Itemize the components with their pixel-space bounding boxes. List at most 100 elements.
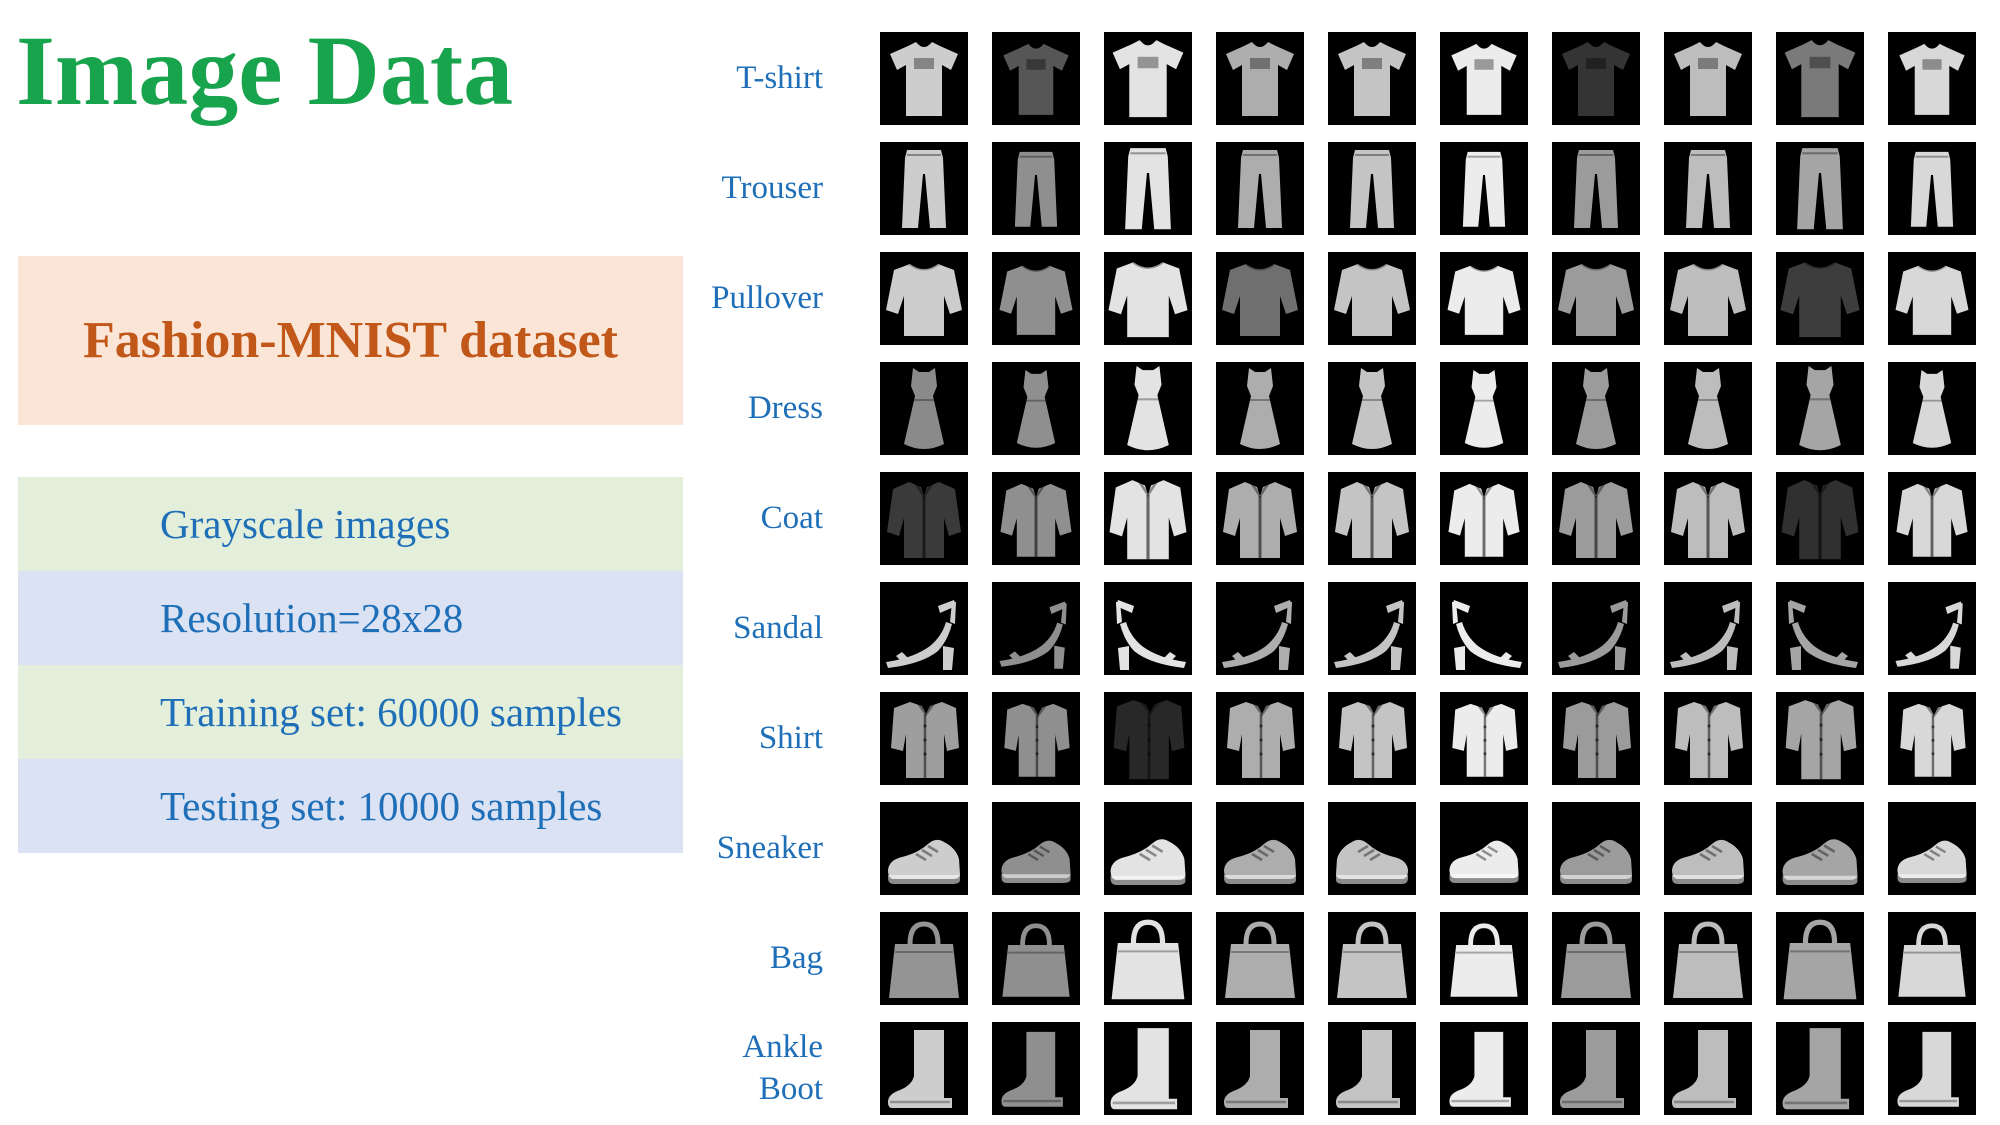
sample-image-bag [992, 912, 1080, 1005]
info-box-grayscale: Grayscale images [18, 477, 683, 571]
sample-image-pullover [1328, 252, 1416, 345]
sample-image-dress [1328, 362, 1416, 455]
sample-image-tshirt [1888, 32, 1976, 125]
sample-image-coat [1440, 472, 1528, 565]
sample-image-coat [1328, 472, 1416, 565]
tiles-bag [880, 912, 1976, 1005]
sample-image-trouser [1216, 142, 1304, 235]
grid-row-ankle-boot: Ankle Boot [0, 1022, 2000, 1115]
row-label-bag: Bag [769, 939, 823, 976]
sample-image-coat [1776, 472, 1864, 565]
sample-image-sneaker [1888, 802, 1976, 895]
sample-image-ankle-boot [992, 1022, 1080, 1115]
sample-image-coat [1664, 472, 1752, 565]
sample-image-pullover [1776, 252, 1864, 345]
sample-image-bag [1328, 912, 1416, 1005]
sample-image-shirt [992, 692, 1080, 785]
info-box-training-set-text: Training set: 60000 samples [160, 689, 623, 735]
sample-image-sandal [880, 582, 968, 675]
sample-image-pullover [992, 252, 1080, 345]
sample-image-tshirt [880, 32, 968, 125]
sample-image-pullover [1888, 252, 1976, 345]
sample-image-pullover [1552, 252, 1640, 345]
grid-row-pullover: Pullover [0, 252, 2000, 345]
sample-image-bag [1664, 912, 1752, 1005]
sample-image-sandal [1552, 582, 1640, 675]
grid-row-dress: Dress [0, 362, 2000, 455]
tiles-dress [880, 362, 1976, 455]
sample-image-bag [1104, 912, 1192, 1005]
sample-image-tshirt [1104, 32, 1192, 125]
row-label-tshirt: T-shirt [736, 59, 823, 96]
sample-image-bag [1888, 912, 1976, 1005]
sample-image-ankle-boot [1440, 1022, 1528, 1115]
sample-image-bag [1776, 912, 1864, 1005]
sample-image-ankle-boot [1888, 1022, 1976, 1115]
dataset-banner-label: Fashion-MNIST dataset [82, 312, 618, 369]
sample-image-dress [1104, 362, 1192, 455]
sample-image-pullover [1664, 252, 1752, 345]
tiles-shirt [880, 692, 1976, 785]
sample-image-bag [1216, 912, 1304, 1005]
sample-image-shirt [1776, 692, 1864, 785]
sample-image-trouser [1328, 142, 1416, 235]
tiles-ankle-boot [880, 1022, 1976, 1115]
sample-image-bag [1552, 912, 1640, 1005]
grid-row-trouser: Trouser [0, 142, 2000, 235]
sample-image-tshirt [1216, 32, 1304, 125]
sample-image-dress [1776, 362, 1864, 455]
sample-image-trouser [1440, 142, 1528, 235]
sample-image-shirt [1664, 692, 1752, 785]
sample-image-sandal [1888, 582, 1976, 675]
sample-image-sandal [1104, 582, 1192, 675]
info-box-resolution: Resolution=28x28 [18, 571, 683, 665]
grid-row-shirt: Shirt [0, 692, 2000, 785]
sample-image-dress [880, 362, 968, 455]
sample-image-ankle-boot [1552, 1022, 1640, 1115]
sample-image-coat [880, 472, 968, 565]
sample-image-trouser [1776, 142, 1864, 235]
sample-image-tshirt [1664, 32, 1752, 125]
sample-image-sandal [1328, 582, 1416, 675]
dataset-banner: Fashion-MNIST dataset [18, 256, 683, 425]
tiles-pullover [880, 252, 1976, 345]
sample-image-pullover [1216, 252, 1304, 345]
sample-image-sandal [992, 582, 1080, 675]
sample-image-bag [880, 912, 968, 1005]
sample-image-ankle-boot [1104, 1022, 1192, 1115]
sample-image-sneaker [1328, 802, 1416, 895]
sample-image-ankle-boot [1216, 1022, 1304, 1115]
row-label-shirt: Shirt [758, 719, 823, 756]
grid-row-sandal: Sandal [0, 582, 2000, 675]
sample-image-sneaker [1216, 802, 1304, 895]
sample-image-coat [1104, 472, 1192, 565]
sample-image-sandal [1216, 582, 1304, 675]
sample-image-pullover [1440, 252, 1528, 345]
info-box-testing-set: Testing set: 10000 samples [18, 759, 683, 853]
grid-row-coat: Coat [0, 472, 2000, 565]
grid-row-tshirt: T-shirt [0, 32, 2000, 125]
row-label-ankle-boot: Ankle Boot [742, 1029, 823, 1107]
sample-image-sandal [1776, 582, 1864, 675]
sample-image-shirt [1328, 692, 1416, 785]
sample-image-tshirt [1328, 32, 1416, 125]
info-box-resolution-text: Resolution=28x28 [160, 595, 464, 641]
sample-image-trouser [1888, 142, 1976, 235]
sample-image-ankle-boot [880, 1022, 968, 1115]
sample-image-dress [992, 362, 1080, 455]
sample-image-sneaker [1440, 802, 1528, 895]
sample-image-shirt [880, 692, 968, 785]
sample-image-shirt [1216, 692, 1304, 785]
tiles-trouser [880, 142, 1976, 235]
sample-image-sandal [1440, 582, 1528, 675]
sample-image-trouser [1664, 142, 1752, 235]
sample-image-shirt [1552, 692, 1640, 785]
sample-image-shirt [1104, 692, 1192, 785]
sample-image-ankle-boot [1664, 1022, 1752, 1115]
sample-image-dress [1552, 362, 1640, 455]
sample-image-dress [1664, 362, 1752, 455]
sample-image-sneaker [1552, 802, 1640, 895]
sample-image-bag [1440, 912, 1528, 1005]
row-label-pullover: Pullover [711, 279, 823, 316]
